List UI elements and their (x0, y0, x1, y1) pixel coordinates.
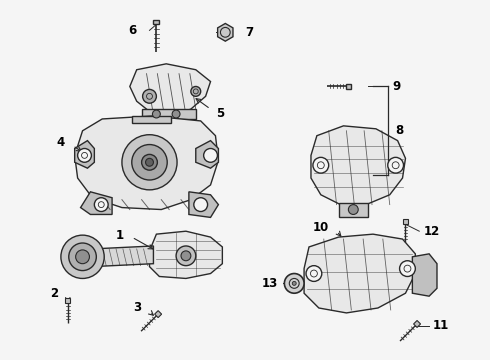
Polygon shape (132, 116, 171, 123)
Polygon shape (155, 311, 162, 318)
Circle shape (172, 110, 180, 118)
Polygon shape (74, 116, 219, 210)
Polygon shape (413, 254, 437, 296)
Polygon shape (93, 246, 153, 267)
Circle shape (143, 89, 156, 103)
Polygon shape (130, 64, 211, 116)
Text: 13: 13 (261, 277, 277, 290)
Circle shape (191, 86, 201, 96)
Circle shape (75, 250, 90, 264)
Circle shape (306, 266, 322, 282)
Circle shape (204, 148, 218, 162)
Text: 2: 2 (50, 287, 58, 300)
Circle shape (142, 154, 157, 170)
Circle shape (69, 243, 97, 271)
Circle shape (292, 282, 296, 285)
Polygon shape (196, 141, 219, 168)
Circle shape (176, 246, 196, 266)
Polygon shape (346, 84, 351, 89)
Polygon shape (153, 19, 159, 24)
Text: 9: 9 (392, 80, 401, 93)
Circle shape (348, 204, 358, 215)
Circle shape (181, 251, 191, 261)
Text: 1: 1 (116, 229, 124, 242)
Text: 3: 3 (133, 301, 142, 315)
Text: 7: 7 (245, 26, 253, 39)
Circle shape (399, 261, 416, 276)
Circle shape (284, 274, 304, 293)
Text: 8: 8 (395, 124, 404, 137)
Polygon shape (74, 141, 95, 168)
Circle shape (77, 148, 92, 162)
Circle shape (194, 198, 208, 212)
Circle shape (132, 145, 167, 180)
Polygon shape (403, 219, 408, 224)
Polygon shape (218, 23, 233, 41)
Text: 6: 6 (128, 24, 137, 37)
Polygon shape (142, 109, 196, 119)
Circle shape (61, 235, 104, 278)
Polygon shape (339, 203, 368, 217)
Text: 4: 4 (56, 136, 65, 149)
Circle shape (388, 157, 404, 173)
Circle shape (95, 198, 108, 212)
Circle shape (152, 110, 160, 118)
Polygon shape (149, 231, 222, 278)
Polygon shape (80, 192, 112, 215)
Text: 11: 11 (433, 319, 449, 332)
Polygon shape (304, 234, 416, 313)
Circle shape (146, 158, 153, 166)
Polygon shape (311, 126, 406, 204)
Circle shape (122, 135, 177, 190)
Polygon shape (65, 298, 70, 303)
Text: 12: 12 (423, 225, 440, 238)
Circle shape (313, 157, 329, 173)
Text: 5: 5 (217, 107, 225, 120)
Polygon shape (414, 320, 420, 328)
Text: 10: 10 (313, 221, 329, 234)
Polygon shape (189, 192, 219, 217)
